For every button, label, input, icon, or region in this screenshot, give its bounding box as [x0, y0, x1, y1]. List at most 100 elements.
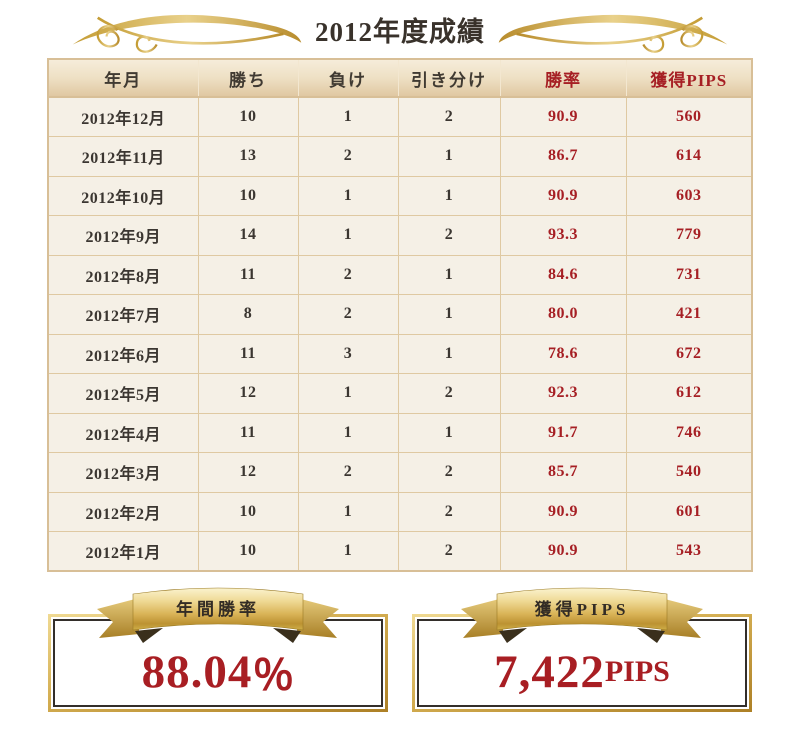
- cell-winrate: 80.0: [499, 294, 627, 335]
- cell-draws: 1: [397, 254, 501, 295]
- table-row: 2012年4月 11 1 1 91.7 746: [47, 412, 753, 453]
- cell-winrate: 84.6: [499, 254, 627, 295]
- cell-winrate: 91.7: [499, 412, 627, 453]
- total-pips-value: 7,422: [494, 645, 605, 698]
- cell-pips: 543: [625, 531, 753, 572]
- cell-pips: 540: [625, 452, 753, 493]
- cell-wins: 13: [197, 136, 299, 177]
- header-losses: 負け: [297, 59, 398, 98]
- cell-month: 2012年4月: [47, 412, 199, 453]
- cell-month: 2012年9月: [47, 215, 199, 256]
- cell-pips: 614: [625, 136, 753, 177]
- header-winrate: 勝率: [499, 59, 626, 98]
- cell-wins: 10: [197, 491, 299, 532]
- cell-wins: 12: [197, 373, 299, 414]
- cell-wins: 10: [197, 531, 299, 572]
- cell-month: 2012年7月: [47, 294, 199, 335]
- cell-winrate: 92.3: [499, 373, 627, 414]
- cell-winrate: 85.7: [499, 452, 627, 493]
- cell-draws: 1: [397, 175, 501, 216]
- cell-draws: 2: [397, 96, 501, 137]
- header-pips: 獲得PIPS: [625, 59, 752, 98]
- cell-winrate: 93.3: [499, 215, 627, 256]
- cell-winrate: 90.9: [499, 96, 627, 137]
- page-header: 2012年度成績: [0, 0, 800, 58]
- cell-draws: 1: [397, 136, 501, 177]
- cell-losses: 2: [297, 136, 399, 177]
- cell-month: 2012年1月: [47, 531, 199, 572]
- cell-pips: 612: [625, 373, 753, 414]
- annual-winrate-value: 88.04: [141, 645, 253, 698]
- cell-losses: 1: [297, 96, 399, 137]
- cell-month: 2012年2月: [47, 491, 199, 532]
- page-title: 2012年度成績: [315, 16, 485, 47]
- cell-draws: 2: [397, 373, 501, 414]
- table-row: 2012年3月 12 2 2 85.7 540: [47, 452, 753, 493]
- cell-wins: 10: [197, 175, 299, 216]
- cell-draws: 1: [397, 412, 501, 453]
- cell-draws: 1: [397, 294, 501, 335]
- cell-wins: 14: [197, 215, 299, 256]
- cell-losses: 1: [297, 491, 399, 532]
- table-row: 2012年8月 11 2 1 84.6 731: [47, 254, 753, 295]
- header-wins: 勝ち: [197, 59, 298, 98]
- annual-winrate-badge: 年間勝率 88.04 ％: [48, 587, 388, 712]
- cell-wins: 11: [197, 254, 299, 295]
- cell-draws: 2: [397, 215, 501, 256]
- header-draws: 引き分け: [397, 59, 500, 98]
- cell-pips: 779: [625, 215, 753, 256]
- results-table: 年月 勝ち 負け 引き分け 勝率 獲得PIPS 2012年12月 10 1 2 …: [47, 58, 753, 572]
- cell-month: 2012年10月: [47, 175, 199, 216]
- cell-pips: 560: [625, 96, 753, 137]
- flourish-left-icon: [72, 14, 302, 53]
- cell-draws: 2: [397, 531, 501, 572]
- cell-losses: 3: [297, 333, 399, 374]
- table-row: 2012年12月 10 1 2 90.9 560: [47, 96, 753, 137]
- cell-winrate: 90.9: [499, 175, 627, 216]
- cell-winrate: 90.9: [499, 491, 627, 532]
- cell-losses: 2: [297, 452, 399, 493]
- cell-winrate: 78.6: [499, 333, 627, 374]
- cell-month: 2012年11月: [47, 136, 199, 177]
- header-month: 年月: [48, 59, 198, 98]
- summary-badges: 年間勝率 88.04 ％ 獲得PIPS 7,422 PIPS: [48, 587, 752, 712]
- cell-month: 2012年5月: [47, 373, 199, 414]
- cell-wins: 12: [197, 452, 299, 493]
- cell-month: 2012年12月: [47, 96, 199, 137]
- cell-losses: 1: [297, 175, 399, 216]
- cell-draws: 2: [397, 452, 501, 493]
- cell-wins: 10: [197, 96, 299, 137]
- cell-pips: 601: [625, 491, 753, 532]
- annual-winrate-unit: ％: [252, 653, 295, 700]
- cell-pips: 672: [625, 333, 753, 374]
- cell-losses: 1: [297, 373, 399, 414]
- table-body: 2012年12月 10 1 2 90.9 560 2012年11月 13 2 1…: [47, 96, 753, 572]
- cell-losses: 2: [297, 254, 399, 295]
- cell-draws: 2: [397, 491, 501, 532]
- table-row: 2012年11月 13 2 1 86.7 614: [47, 136, 753, 177]
- cell-losses: 2: [297, 294, 399, 335]
- table-row: 2012年10月 10 1 1 90.9 603: [47, 175, 753, 216]
- cell-month: 2012年3月: [47, 452, 199, 493]
- cell-winrate: 90.9: [499, 531, 627, 572]
- table-row: 2012年2月 10 1 2 90.9 601: [47, 491, 753, 532]
- cell-wins: 11: [197, 412, 299, 453]
- total-pips-badge: 獲得PIPS 7,422 PIPS: [412, 587, 752, 712]
- cell-losses: 1: [297, 531, 399, 572]
- cell-losses: 1: [297, 412, 399, 453]
- table-row: 2012年6月 11 3 1 78.6 672: [47, 333, 753, 374]
- cell-losses: 1: [297, 215, 399, 256]
- cell-pips: 603: [625, 175, 753, 216]
- table-row: 2012年7月 8 2 1 80.0 421: [47, 294, 753, 335]
- total-pips-unit: PIPS: [604, 655, 670, 688]
- flourish-right-icon: [498, 14, 728, 53]
- cell-pips: 731: [625, 254, 753, 295]
- table-row: 2012年5月 12 1 2 92.3 612: [47, 373, 753, 414]
- cell-winrate: 86.7: [499, 136, 627, 177]
- cell-wins: 8: [197, 294, 299, 335]
- cell-wins: 11: [197, 333, 299, 374]
- table-row: 2012年9月 14 1 2 93.3 779: [47, 215, 753, 256]
- table-header-row: 年月 勝ち 負け 引き分け 勝率 獲得PIPS: [48, 59, 752, 98]
- table-row: 2012年1月 10 1 2 90.9 543: [47, 531, 753, 572]
